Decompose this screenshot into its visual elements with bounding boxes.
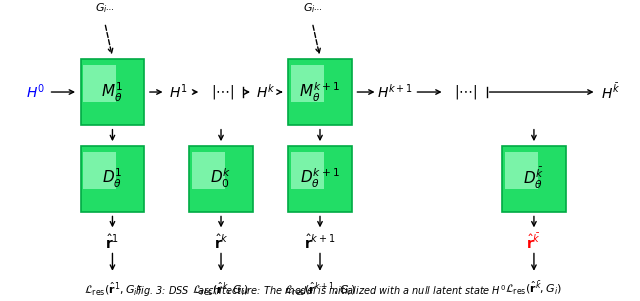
FancyBboxPatch shape [81, 146, 145, 212]
FancyBboxPatch shape [81, 59, 145, 125]
Text: $\hat{\mathbf{r}}^k$: $\hat{\mathbf{r}}^k$ [214, 233, 228, 252]
Text: $M_\theta^1$: $M_\theta^1$ [101, 80, 124, 104]
Text: $D_0^k$: $D_0^k$ [211, 167, 232, 191]
FancyBboxPatch shape [189, 146, 253, 212]
Text: $D_\theta^1$: $D_\theta^1$ [102, 167, 123, 191]
Text: $D_\theta^{\bar{k}}$: $D_\theta^{\bar{k}}$ [524, 166, 545, 191]
Text: $|\cdots|$: $|\cdots|$ [211, 83, 234, 101]
Text: $\hat{\mathbf{r}}^{\bar{k}}$: $\hat{\mathbf{r}}^{\bar{k}}$ [527, 233, 541, 252]
FancyBboxPatch shape [291, 65, 324, 102]
Text: $\mathcal{L}_{\mathrm{res}}(\hat{\mathbf{r}}^k, G_i)$: $\mathcal{L}_{\mathrm{res}}(\hat{\mathbf… [193, 280, 250, 297]
Text: $H^{\bar{k}}$: $H^{\bar{k}}$ [601, 82, 620, 102]
Text: $\hat{\mathbf{r}}^1$: $\hat{\mathbf{r}}^1$ [106, 233, 120, 252]
Text: $H^k$: $H^k$ [256, 83, 275, 101]
Text: $H^{k+1}$: $H^{k+1}$ [377, 83, 413, 101]
Text: $\mathcal{L}_{\mathrm{res}}(\hat{\mathbf{r}}^1, G_i)$: $\mathcal{L}_{\mathrm{res}}(\hat{\mathbf… [84, 280, 141, 297]
Text: $M_\theta^{k+1}$: $M_\theta^{k+1}$ [300, 80, 340, 104]
FancyBboxPatch shape [504, 152, 538, 189]
Text: $\mathcal{L}_{\mathrm{res}}(\hat{\mathbf{r}}^{k+1}, G_i)$: $\mathcal{L}_{\mathrm{res}}(\hat{\mathbf… [284, 280, 356, 297]
Text: $G_{i\cdots}$: $G_{i\cdots}$ [303, 2, 322, 15]
FancyBboxPatch shape [83, 65, 116, 102]
Text: $D_\theta^{k+1}$: $D_\theta^{k+1}$ [300, 167, 340, 191]
FancyBboxPatch shape [288, 146, 352, 212]
FancyBboxPatch shape [291, 152, 324, 189]
FancyBboxPatch shape [502, 146, 566, 212]
Text: Fig. 3: DSS   architecture: The model is initialized with a null latent state $H: Fig. 3: DSS architecture: The model is i… [134, 283, 506, 299]
Text: $\mathcal{L}_{\mathrm{res}}(\hat{\mathbf{r}}^{\bar{k}}, G_i)$: $\mathcal{L}_{\mathrm{res}}(\hat{\mathbf… [506, 280, 563, 297]
Text: $H^1$: $H^1$ [169, 83, 188, 101]
FancyBboxPatch shape [83, 152, 116, 189]
Text: $H^0$: $H^0$ [26, 83, 45, 101]
Text: $G_{i\cdots}$: $G_{i\cdots}$ [95, 2, 115, 15]
FancyBboxPatch shape [191, 152, 225, 189]
Text: $|\cdots|$: $|\cdots|$ [454, 83, 477, 101]
FancyBboxPatch shape [288, 59, 352, 125]
Text: $\hat{\mathbf{r}}^{k+1}$: $\hat{\mathbf{r}}^{k+1}$ [304, 233, 336, 252]
